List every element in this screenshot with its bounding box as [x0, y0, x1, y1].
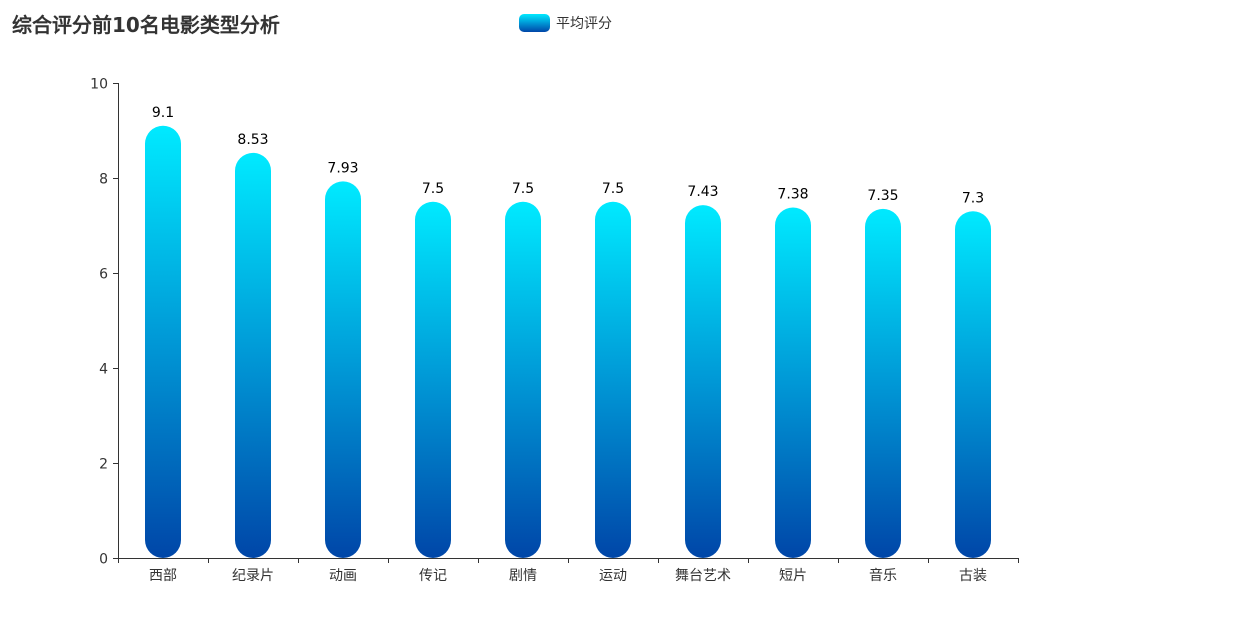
chart-title: 综合评分前10名电影类型分析	[12, 13, 280, 37]
data-label: 7.93	[327, 160, 358, 176]
bar	[325, 181, 361, 558]
y-tick-label: 6	[99, 267, 108, 283]
x-category-label: 运动	[599, 568, 627, 584]
x-category-label: 纪录片	[232, 568, 274, 584]
x-category-label: 动画	[329, 568, 357, 584]
bars	[145, 125, 991, 558]
bar	[955, 211, 991, 558]
bar	[145, 125, 181, 558]
bar	[415, 201, 451, 558]
data-label: 7.5	[512, 181, 534, 197]
x-category-label: 舞台艺术	[675, 568, 731, 584]
legend-swatch	[519, 14, 550, 32]
y-tick-label: 0	[99, 552, 108, 568]
bar	[865, 208, 901, 558]
x-category-label: 西部	[149, 568, 177, 584]
legend[interactable]: 平均评分	[519, 13, 612, 33]
data-label: 7.43	[687, 184, 718, 200]
data-label: 7.5	[602, 181, 624, 197]
bar	[505, 201, 541, 558]
y-tick-label: 4	[99, 362, 108, 378]
bar	[775, 207, 811, 558]
x-category-label: 剧情	[509, 568, 537, 584]
x-category-label: 短片	[779, 568, 807, 584]
data-label: 7.5	[422, 181, 444, 197]
bar	[235, 152, 271, 558]
bar	[685, 205, 721, 558]
x-category-label: 古装	[959, 568, 987, 584]
data-label: 8.53	[237, 132, 268, 148]
x-category-label: 传记	[419, 568, 447, 584]
labels: 西部 9.1 纪录片 8.53 动画 7.93 传记 7.5 剧情 7.5 运动 7.5 舞台艺术 7.4…	[149, 105, 987, 584]
data-label: 9.1	[152, 105, 174, 121]
y-tick-label: 10	[90, 77, 108, 93]
x-category-label: 音乐	[869, 567, 897, 584]
data-label: 7.38	[777, 186, 808, 202]
bar	[595, 201, 631, 558]
axes: 0 2 4 6 8 10	[90, 77, 1019, 568]
y-tick-label: 2	[99, 457, 108, 473]
data-label: 7.35	[867, 188, 898, 204]
legend-label: 平均评分	[556, 16, 612, 32]
y-tick-label: 8	[99, 172, 108, 188]
data-label: 7.3	[962, 190, 984, 206]
